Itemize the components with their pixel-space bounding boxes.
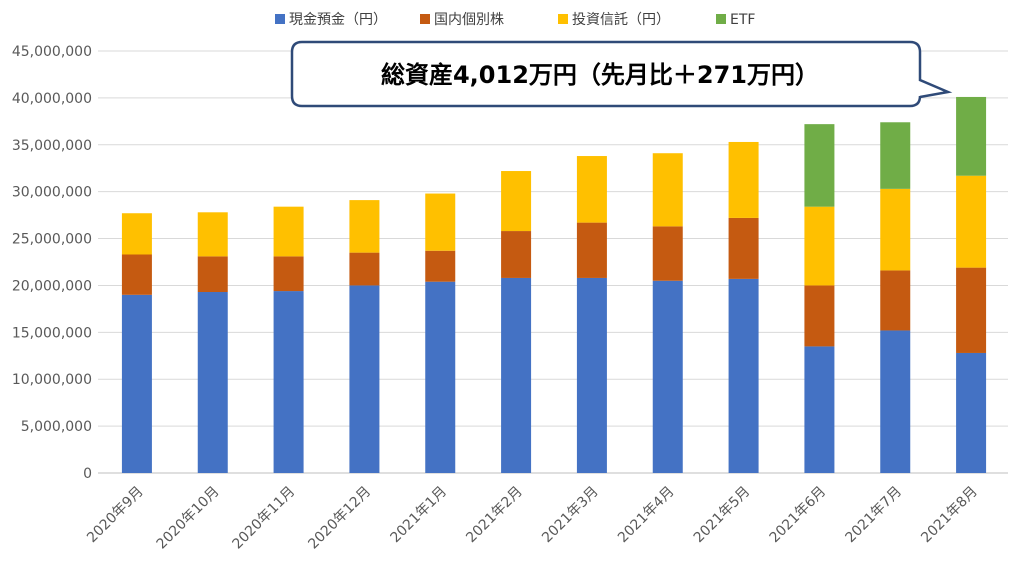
bar-segment bbox=[501, 231, 532, 278]
legend-label: 国内個別株 bbox=[434, 12, 504, 28]
bar-segment bbox=[804, 124, 835, 207]
bar-segment bbox=[956, 267, 987, 353]
gridlines bbox=[98, 50, 1008, 474]
legend: 現金預金（円） 国内個別株 投資信託（円） ETF bbox=[275, 12, 755, 28]
bar-segment bbox=[956, 175, 987, 268]
total-assets-callout: 総資産4,012万円（先月比＋271万円） bbox=[290, 40, 953, 108]
x-tick-label: 2021年1月 bbox=[387, 484, 450, 547]
bar-segment bbox=[804, 346, 835, 473]
bar-segment bbox=[652, 280, 683, 473]
bar-segment bbox=[197, 256, 228, 293]
bar-segment bbox=[425, 193, 456, 251]
x-tick-label: 2021年6月 bbox=[767, 484, 830, 547]
bar-series bbox=[121, 96, 987, 473]
x-tick-label: 2021年8月 bbox=[918, 484, 981, 547]
legend-label: 投資信託（円） bbox=[572, 12, 670, 28]
legend-label: ETF bbox=[730, 12, 755, 28]
bar-segment bbox=[956, 352, 987, 473]
bar-segment bbox=[652, 226, 683, 281]
y-tick-label: 10,000,000 bbox=[12, 372, 92, 388]
bar-segment bbox=[501, 277, 532, 473]
bar-segment bbox=[576, 156, 607, 223]
x-axis-tick-labels: 2020年9月 2020年10月 2020年11月 2020年12月 2021年1月 20… bbox=[84, 484, 981, 553]
y-tick-label: 25,000,000 bbox=[12, 232, 92, 248]
x-tick-label: 2021年5月 bbox=[691, 484, 754, 547]
legend-swatch bbox=[558, 14, 568, 24]
bar-segment bbox=[576, 277, 607, 473]
legend-label: 現金預金（円） bbox=[289, 12, 387, 28]
bar-segment bbox=[349, 285, 380, 473]
x-tick-label: 2021年3月 bbox=[539, 484, 602, 547]
bar-segment bbox=[956, 96, 987, 176]
y-tick-label: 45,000,000 bbox=[12, 44, 92, 60]
legend-swatch bbox=[716, 14, 726, 24]
y-tick-label: 30,000,000 bbox=[12, 185, 92, 201]
bar-segment bbox=[425, 250, 456, 282]
bar-segment bbox=[880, 188, 911, 271]
y-tick-label: 35,000,000 bbox=[12, 138, 92, 154]
bar-segment bbox=[273, 291, 304, 473]
x-tick-label: 2020年12月 bbox=[305, 484, 374, 553]
y-axis-tick-labels: 0 5,000,000 10,000,000 15,000,000 20,000,000… bbox=[12, 44, 92, 482]
bar-segment bbox=[273, 256, 304, 292]
bar-segment bbox=[121, 213, 152, 255]
bar-segment bbox=[728, 278, 759, 473]
bar-segment bbox=[576, 222, 607, 278]
bar-segment bbox=[804, 206, 835, 286]
x-tick-label: 2020年9月 bbox=[84, 484, 147, 547]
y-tick-label: 40,000,000 bbox=[12, 91, 92, 107]
bar-segment bbox=[121, 294, 152, 473]
legend-swatch bbox=[420, 14, 430, 24]
bar-segment bbox=[652, 153, 683, 227]
bar-segment bbox=[349, 200, 380, 253]
bar-segment bbox=[880, 330, 911, 473]
x-tick-label: 2021年4月 bbox=[615, 484, 678, 547]
bar-segment bbox=[728, 141, 759, 218]
bar-segment bbox=[501, 171, 532, 232]
bar-segment bbox=[121, 254, 152, 295]
bar-segment bbox=[349, 252, 380, 286]
x-tick-label: 2021年7月 bbox=[842, 484, 905, 547]
bar-segment bbox=[197, 292, 228, 473]
y-tick-label: 15,000,000 bbox=[12, 325, 92, 341]
bar-segment bbox=[880, 122, 911, 189]
y-tick-label: 0 bbox=[83, 466, 92, 482]
y-tick-label: 20,000,000 bbox=[12, 278, 92, 294]
bar-segment bbox=[273, 206, 304, 257]
bar-segment bbox=[425, 281, 456, 473]
bar-segment bbox=[804, 285, 835, 347]
bar-segment bbox=[880, 270, 911, 331]
bar-segment bbox=[728, 217, 759, 279]
x-tick-label: 2021年2月 bbox=[463, 484, 526, 547]
bar-segment bbox=[197, 212, 228, 257]
callout-bubble bbox=[290, 40, 953, 108]
callout-text: 総資産4,012万円（先月比＋271万円） bbox=[381, 61, 819, 89]
x-tick-label: 2020年11月 bbox=[230, 484, 299, 553]
x-tick-label: 2020年10月 bbox=[154, 484, 223, 553]
legend-swatch bbox=[275, 14, 285, 24]
y-tick-label: 5,000,000 bbox=[21, 419, 92, 435]
